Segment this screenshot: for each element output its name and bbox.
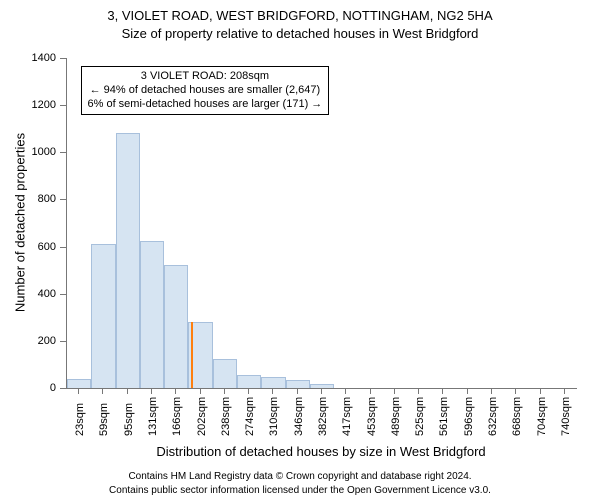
x-tick-label: 238sqm <box>220 397 232 436</box>
x-tick <box>102 388 103 394</box>
y-tick <box>60 294 66 295</box>
x-tick-label: 489sqm <box>390 397 402 436</box>
annotation-line-3: 6% of semi-detached houses are larger (1… <box>88 98 323 112</box>
x-tick <box>515 388 516 394</box>
y-tick-label: 600 <box>0 241 56 253</box>
x-tick-label: 704sqm <box>536 397 548 436</box>
annotation-line-1: 3 VIOLET ROAD: 208sqm <box>88 70 323 84</box>
histogram-bar <box>140 241 164 388</box>
histogram-bar <box>286 380 310 388</box>
x-tick <box>297 388 298 394</box>
x-tick <box>442 388 443 394</box>
histogram-bar <box>261 377 285 388</box>
histogram-bar <box>116 133 140 388</box>
y-tick-label: 1000 <box>0 146 56 158</box>
caption-line-1: Contains HM Land Registry data © Crown c… <box>0 471 600 482</box>
x-tick-label: 131sqm <box>147 397 159 436</box>
histogram-bar <box>213 359 237 388</box>
x-tick <box>467 388 468 394</box>
y-tick <box>60 247 66 248</box>
x-axis-title: Distribution of detached houses by size … <box>66 444 576 459</box>
y-tick-label: 800 <box>0 193 56 205</box>
x-tick-label: 274sqm <box>244 397 256 436</box>
y-tick-label: 400 <box>0 288 56 300</box>
y-tick <box>60 199 66 200</box>
x-tick-label: 668sqm <box>511 397 523 436</box>
x-tick-label: 23sqm <box>74 403 86 436</box>
x-tick <box>564 388 565 394</box>
figure: 3, VIOLET ROAD, WEST BRIDGFORD, NOTTINGH… <box>0 0 600 500</box>
x-tick <box>345 388 346 394</box>
y-tick-label: 200 <box>0 335 56 347</box>
x-tick <box>151 388 152 394</box>
x-tick <box>224 388 225 394</box>
x-tick <box>418 388 419 394</box>
x-tick-label: 95sqm <box>123 403 135 436</box>
annotation-box: 3 VIOLET ROAD: 208sqm ← 94% of detached … <box>81 66 330 115</box>
x-tick-label: 59sqm <box>98 403 110 436</box>
x-tick-label: 453sqm <box>366 397 378 436</box>
x-tick-label: 202sqm <box>196 397 208 436</box>
histogram-bar <box>67 379 91 388</box>
y-tick <box>60 58 66 59</box>
histogram-bar <box>91 244 115 388</box>
y-tick <box>60 388 66 389</box>
y-tick-label: 1400 <box>0 52 56 64</box>
x-tick <box>175 388 176 394</box>
histogram-bar <box>164 265 188 388</box>
histogram-bar <box>237 375 261 388</box>
x-tick-label: 561sqm <box>438 397 450 436</box>
x-tick <box>200 388 201 394</box>
x-tick <box>370 388 371 394</box>
x-tick-label: 525sqm <box>414 397 426 436</box>
y-tick <box>60 341 66 342</box>
x-tick-label: 632sqm <box>487 397 499 436</box>
x-tick-label: 310sqm <box>268 397 280 436</box>
x-tick-label: 166sqm <box>171 397 183 436</box>
x-tick-label: 417sqm <box>341 397 353 436</box>
chart-title-main: 3, VIOLET ROAD, WEST BRIDGFORD, NOTTINGH… <box>0 8 600 23</box>
x-tick-label: 346sqm <box>293 397 305 436</box>
y-tick-label: 1200 <box>0 99 56 111</box>
chart-title-sub: Size of property relative to detached ho… <box>0 26 600 41</box>
x-tick <box>321 388 322 394</box>
caption-line-2: Contains public sector information licen… <box>0 485 600 496</box>
y-tick <box>60 152 66 153</box>
y-tick <box>60 105 66 106</box>
x-tick <box>540 388 541 394</box>
x-tick-label: 382sqm <box>317 397 329 436</box>
annotation-line-2: ← 94% of detached houses are smaller (2,… <box>88 84 323 98</box>
x-tick <box>272 388 273 394</box>
x-tick-label: 596sqm <box>463 397 475 436</box>
x-tick-label: 740sqm <box>560 397 572 436</box>
x-tick <box>127 388 128 394</box>
property-marker-line <box>191 322 193 388</box>
y-tick-label: 0 <box>0 382 56 394</box>
x-tick <box>248 388 249 394</box>
x-tick <box>78 388 79 394</box>
x-tick <box>394 388 395 394</box>
x-tick <box>491 388 492 394</box>
